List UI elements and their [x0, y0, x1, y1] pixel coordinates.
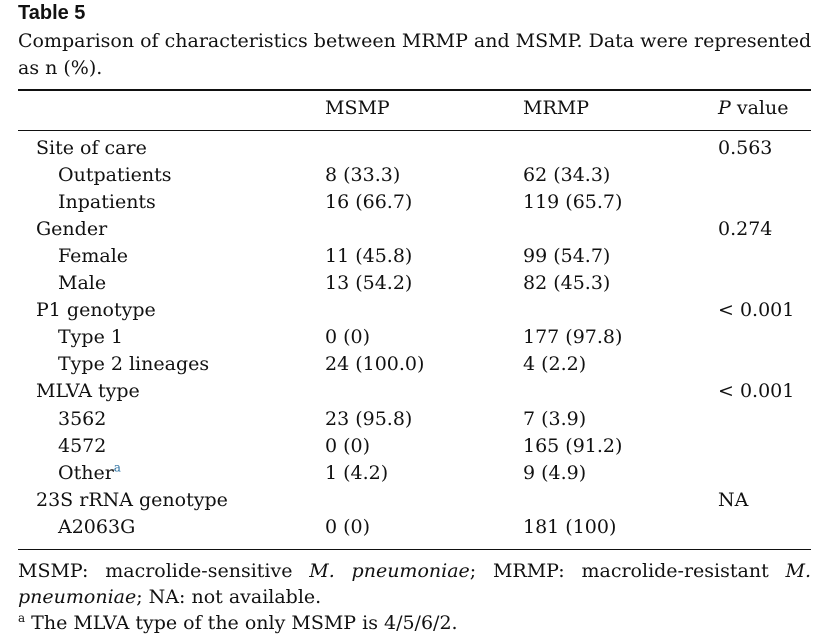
- cell-msmp: 24 (100.0): [325, 353, 425, 376]
- cell-mrmp: 82 (45.3): [523, 272, 611, 295]
- cell-mrmp: 165 (91.2): [523, 434, 623, 457]
- footnote-mark: a: [18, 610, 26, 625]
- footnote-abbreviations: MSMP: macrolide-sensitive M. pneumoniae;…: [18, 560, 811, 582]
- cell-mrmp: 4 (2.2): [523, 353, 587, 376]
- row-group-label: Site of care: [36, 137, 147, 159]
- cell-msmp: 0 (0): [325, 434, 371, 457]
- cell-p-value: < 0.001: [718, 380, 795, 403]
- table-row: Gender 0.274: [0, 218, 822, 245]
- table-row: Type 2 lineages 24 (100.0) 4 (2.2): [0, 353, 822, 380]
- footnote-na: ; NA: not available.: [136, 586, 322, 608]
- row-label: Type 1: [58, 326, 123, 349]
- header-rule: [18, 130, 811, 131]
- table-row: Site of care 0.563: [0, 137, 822, 164]
- header-p-value: P value: [718, 97, 788, 119]
- footnote-note: The MLVA type of the only MSMP is 4/5/6/…: [31, 612, 458, 634]
- table-row: Type 1 0 (0) 177 (97.8): [0, 326, 822, 353]
- header-msmp: MSMP: [325, 97, 390, 119]
- cell-msmp: 1 (4.2): [325, 461, 389, 484]
- p-letter: P: [718, 97, 731, 119]
- table-row: MLVA type < 0.001: [0, 380, 822, 407]
- row-label: Outpatients: [58, 164, 172, 187]
- cell-p-value: NA: [718, 488, 749, 511]
- table-row: Inpatients 16 (66.7) 119 (65.7): [0, 191, 822, 218]
- cell-msmp: 0 (0): [325, 515, 371, 538]
- cell-msmp: 13 (54.2): [325, 272, 413, 295]
- footnote-species-genus: M.: [785, 560, 812, 582]
- cell-p-value: 0.563: [718, 137, 773, 159]
- cell-mrmp: 7 (3.9): [523, 407, 587, 430]
- table-row: A2063G 0 (0) 181 (100): [0, 516, 822, 543]
- row-label: 3562: [58, 407, 107, 430]
- cell-msmp: 16 (66.7): [325, 191, 413, 214]
- table-row: Female 11 (45.8) 99 (54.7): [0, 245, 822, 272]
- table-row: Othera 1 (4.2) 9 (4.9): [0, 460, 822, 489]
- cell-mrmp: 177 (97.8): [523, 326, 623, 349]
- row-label: Type 2 lineages: [58, 353, 210, 376]
- footnote-msmp: MSMP: macrolide-sensitive: [18, 560, 293, 582]
- cell-mrmp: 119 (65.7): [523, 191, 623, 214]
- cell-p-value: < 0.001: [718, 299, 795, 322]
- table-row: P1 genotype < 0.001: [0, 299, 822, 326]
- footnote-species: M. pneumoniae: [309, 560, 470, 582]
- row-group-label: 23S rRNA genotype: [36, 488, 228, 511]
- cell-mrmp: 99 (54.7): [523, 245, 611, 268]
- footnote-species-name: pneumoniae: [18, 586, 137, 608]
- table-row: Outpatients 8 (33.3) 62 (34.3): [0, 164, 822, 191]
- cell-msmp: 11 (45.8): [325, 245, 413, 268]
- row-label: A2063G: [58, 515, 136, 538]
- row-label: Othera: [58, 460, 121, 484]
- row-group-label: P1 genotype: [36, 299, 156, 322]
- row-group-label: MLVA type: [36, 380, 140, 403]
- cell-msmp: 8 (33.3): [325, 164, 401, 187]
- table-row: Male 13 (54.2) 82 (45.3): [0, 272, 822, 299]
- table-label: Table 5: [18, 2, 86, 24]
- footnote-mrmp: ; MRMP: macrolide-resistant: [469, 560, 769, 582]
- table-row: 4572 0 (0) 165 (91.2): [0, 435, 822, 462]
- row-label: Inpatients: [58, 191, 156, 214]
- cell-p-value: 0.274: [718, 218, 773, 241]
- row-label: Female: [58, 245, 129, 268]
- cell-mrmp: 9 (4.9): [523, 461, 587, 484]
- table-row: 23S rRNA genotype NA: [0, 489, 822, 516]
- cell-msmp: 23 (95.8): [325, 407, 413, 430]
- cell-mrmp: 181 (100): [523, 515, 617, 538]
- table-row: 3562 23 (95.8) 7 (3.9): [0, 408, 822, 435]
- footnote-abbreviations-cont: pneumoniae; NA: not available.: [18, 586, 321, 608]
- footnote-mark-link[interactable]: a: [113, 460, 121, 475]
- table-caption: Comparison of characteristics between MR…: [18, 30, 812, 79]
- footnote-a: a The MLVA type of the only MSMP is 4/5/6…: [18, 612, 458, 634]
- cell-msmp: 0 (0): [325, 326, 371, 349]
- row-group-label: Gender: [36, 218, 108, 241]
- row-label: 4572: [58, 434, 107, 457]
- bottom-rule: [18, 549, 811, 550]
- row-label: Male: [58, 272, 107, 295]
- p-rest: value: [730, 97, 789, 119]
- top-rule: [18, 89, 811, 91]
- header-mrmp: MRMP: [523, 97, 589, 119]
- cell-mrmp: 62 (34.3): [523, 164, 611, 187]
